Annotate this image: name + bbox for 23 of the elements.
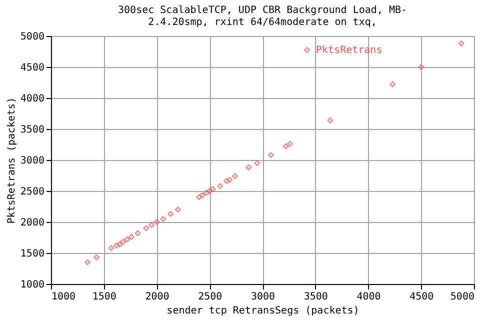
x-tick-label: 5000 (450, 292, 474, 302)
x-tick-label: 1500 (92, 292, 116, 302)
y-axis-title: PktsRetrans (packets) (6, 97, 18, 224)
x-tick-label: 3000 (250, 292, 276, 302)
text: 2.4.20smp, rxint 64/64moderate on txq, (148, 17, 377, 28)
y-tick-label: 1500 (20, 248, 44, 260)
x-tick-label: 1000 (52, 292, 76, 302)
y-tick-label: 4500 (20, 62, 44, 74)
y-tick-label: 3000 (20, 156, 44, 166)
x-tick-label: 4000 (356, 292, 381, 302)
y-tick-label: 1000 (20, 280, 44, 290)
x-tick-label: 4500 (410, 292, 434, 302)
x-tick-label: 3500 (304, 292, 328, 302)
y-tick-label: 2000 (20, 218, 44, 228)
y-tick-label: 5000 (20, 32, 44, 42)
y-tick-label: 2500 (20, 186, 44, 198)
x-tick-label: 2500 (198, 292, 222, 302)
y-tick-label: 4000 (20, 94, 44, 104)
x-axis-title: sender tcp RetransSegs (packets) (166, 306, 360, 316)
x-tick-label: 2000 (145, 292, 170, 302)
legend-label: PktsRetrans (316, 45, 382, 56)
y-tick-label: 3500 (20, 124, 44, 136)
text: 300sec ScalableTCP, UDP CBR Background Load, MB- (118, 5, 407, 16)
